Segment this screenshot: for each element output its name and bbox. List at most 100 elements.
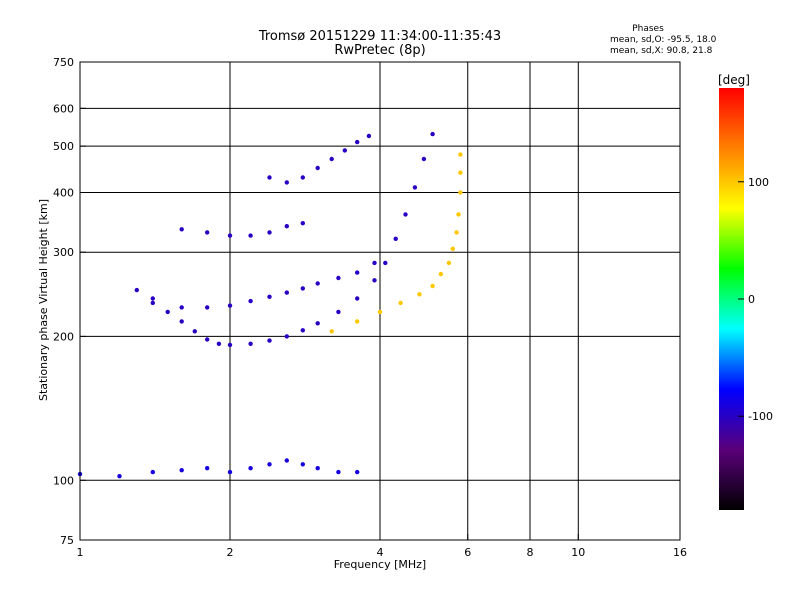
echo-point <box>165 309 170 315</box>
x-tick-label: 6 <box>464 546 471 559</box>
echo-point <box>150 296 155 301</box>
echo-point <box>355 469 360 475</box>
x-tick-label: 10 <box>571 546 585 559</box>
x-axis-label: Frequency [MHz] <box>334 558 426 571</box>
echo-point <box>227 469 233 475</box>
trace-series <box>77 458 360 479</box>
echo-point <box>150 469 155 475</box>
x-tick-label: 1 <box>77 546 84 559</box>
echo-point <box>446 260 452 266</box>
echo-point <box>355 296 360 301</box>
echo-point <box>205 305 210 310</box>
echo-point <box>315 466 320 471</box>
echo-point <box>329 329 334 334</box>
y-tick-label: 600 <box>53 102 74 115</box>
x-tick-label: 4 <box>377 546 384 559</box>
stats-heading: Phases <box>632 24 664 34</box>
y-tick-label: 300 <box>53 246 74 259</box>
echo-point <box>267 338 272 343</box>
echo-point <box>227 342 233 348</box>
grid <box>80 62 680 540</box>
echo-point <box>300 462 305 467</box>
chart-subtitle: RwPretec (8p) <box>334 43 425 58</box>
echo-point <box>315 165 320 171</box>
colorbar-ticks: 100 0 -100 <box>738 176 773 423</box>
echo-point <box>227 303 233 308</box>
echo-point <box>300 286 305 291</box>
trace-series <box>150 260 377 310</box>
trace-series <box>134 131 435 348</box>
echo-point <box>421 156 427 162</box>
echo-point <box>179 227 184 232</box>
echo-point <box>315 321 320 326</box>
y-ticks: 75 100 200 300 400 500 600 750 <box>53 56 86 547</box>
echo-point <box>366 133 372 139</box>
echo-point <box>458 190 463 195</box>
echo-point <box>227 233 233 238</box>
echo-point <box>284 290 289 295</box>
echo-point <box>355 139 360 145</box>
echo-point <box>179 468 184 473</box>
echo-point <box>134 287 139 293</box>
echo-point <box>456 212 461 217</box>
echo-point <box>300 175 305 180</box>
echo-point <box>192 329 197 334</box>
echo-point <box>336 275 341 281</box>
echo-point <box>417 292 422 297</box>
echo-point <box>383 260 388 266</box>
echo-point <box>179 319 184 324</box>
echo-point <box>458 170 463 175</box>
echo-point <box>216 341 222 346</box>
x-tick-label: 8 <box>527 546 534 559</box>
echo-point <box>355 319 360 324</box>
echo-point <box>300 221 305 226</box>
echo-point <box>248 341 253 346</box>
y-tick-label: 75 <box>60 534 74 547</box>
echo-point <box>372 278 377 283</box>
trace-series <box>179 221 305 238</box>
echo-point <box>458 152 463 157</box>
y-tick-label: 500 <box>53 140 74 153</box>
echo-point <box>412 185 418 190</box>
stats-o-mode: mean, sd,O: -95.5, 18.0 <box>610 35 717 45</box>
colorbar-tick-label: -100 <box>748 410 773 423</box>
echo-point <box>248 298 253 304</box>
echo-point <box>372 260 377 266</box>
echo-point <box>248 466 253 471</box>
echo-point <box>329 156 334 162</box>
echo-point <box>284 224 289 229</box>
echo-point <box>284 180 289 185</box>
colorbar-tick-label: 0 <box>748 293 755 306</box>
y-axis-label: Stationary phase Virtual Height [km] <box>37 199 50 401</box>
x-ticks: 1 2 4 6 8 10 16 <box>77 534 687 559</box>
echo-point <box>450 246 455 251</box>
y-tick-label: 100 <box>53 474 74 487</box>
chart-title: Tromsø 20151229 11:34:00-11:35:43 <box>258 29 501 44</box>
echo-point <box>205 230 210 235</box>
echo-point <box>355 270 360 275</box>
trace-series <box>329 152 463 334</box>
y-tick-label: 750 <box>53 56 74 69</box>
echo-point <box>398 300 403 306</box>
echo-point <box>342 148 347 153</box>
echo-point <box>267 175 272 180</box>
echo-point <box>284 334 289 339</box>
echo-point <box>377 309 383 315</box>
trace-series <box>267 133 372 185</box>
echo-point <box>438 271 444 277</box>
data-points <box>77 131 463 479</box>
y-tick-label: 200 <box>53 330 74 343</box>
echo-point <box>336 469 341 475</box>
echo-point <box>205 466 210 471</box>
echo-point <box>336 309 341 315</box>
colorbar-label: [deg] <box>718 73 750 87</box>
stats-x-mode: mean, sd,X: 90.8, 21.8 <box>610 46 713 56</box>
x-tick-label: 16 <box>673 546 687 559</box>
y-tick-label: 400 <box>53 186 74 199</box>
echo-point <box>205 337 210 342</box>
colorbar-tick-label: 100 <box>748 176 769 189</box>
echo-point <box>454 230 459 235</box>
echo-point <box>267 294 272 299</box>
